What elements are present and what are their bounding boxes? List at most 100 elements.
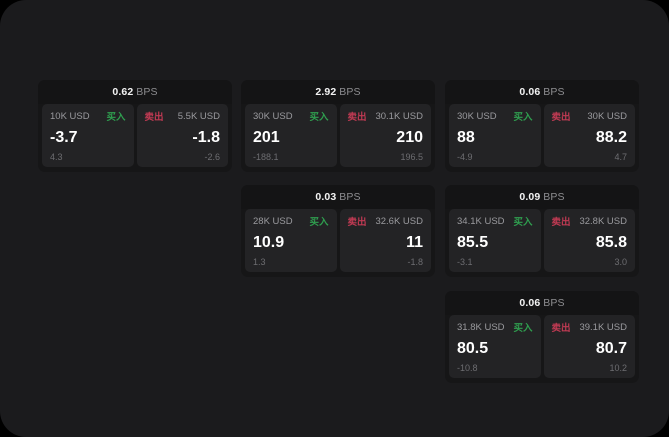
sell-size-label: 30.1K USD [375, 110, 423, 122]
bps-unit: BPS [339, 86, 361, 98]
buy-panel[interactable]: 31.8K USD 买入 80.5 -10.8 [449, 315, 541, 378]
buy-action-label: 买入 [513, 112, 533, 123]
sell-panel[interactable]: 卖出 30K USD 88.2 4.7 [543, 104, 635, 167]
quote-card[interactable]: 0.62 BPS 10K USD 买入 -3.7 4.3 卖出 [38, 80, 232, 172]
buy-price: 10.9 [253, 233, 285, 251]
sell-price: 11 [406, 233, 423, 251]
sell-action-label: 卖出 [144, 112, 164, 123]
sell-price: 88.2 [595, 128, 627, 146]
card-body: 30K USD 买入 201 -188.1 卖出 30.1K USD 210 1… [241, 104, 435, 172]
buy-action-label: 买入 [513, 217, 533, 228]
sell-delta: 4.7 [614, 152, 627, 162]
buy-price: 85.5 [457, 233, 489, 251]
sell-action-label: 卖出 [347, 112, 367, 123]
buy-size-label: 34.1K USD [457, 215, 505, 227]
bps-unit: BPS [543, 86, 565, 98]
card-header: 0.09 BPS [445, 185, 639, 209]
quote-card[interactable]: 0.06 BPS 31.8K USD 买入 80.5 -10.8 卖 [445, 291, 639, 383]
card-header: 0.62 BPS [38, 80, 232, 104]
sell-price: 210 [396, 128, 423, 146]
buy-price: 201 [253, 128, 280, 146]
bps-value: 0.06 [519, 297, 541, 309]
buy-delta: -3.1 [457, 257, 473, 267]
sell-panel-header: 卖出 32.6K USD [347, 215, 424, 229]
sell-panel[interactable]: 卖出 32.6K USD 11 -1.8 [339, 209, 431, 272]
bps-value: 0.09 [519, 191, 541, 203]
buy-panel-header: 34.1K USD 买入 [457, 215, 533, 229]
card-body: 30K USD 买入 88 -4.9 卖出 30K USD 88.2 4.7 [445, 104, 639, 172]
sell-action-label: 卖出 [551, 112, 571, 123]
card-body: 31.8K USD 买入 80.5 -10.8 卖出 39.1K USD 80.… [445, 315, 639, 383]
sell-panel-header: 卖出 32.8K USD [551, 215, 628, 229]
buy-panel[interactable]: 34.1K USD 买入 85.5 -3.1 [449, 209, 541, 272]
buy-action-label: 买入 [513, 323, 533, 334]
sell-panel[interactable]: 卖出 32.8K USD 85.8 3.0 [543, 209, 635, 272]
bps-value: 0.06 [519, 86, 541, 98]
buy-panel[interactable]: 28K USD 买入 10.9 1.3 [245, 209, 337, 272]
buy-panel-header: 30K USD 买入 [457, 110, 533, 124]
buy-price: 88 [457, 128, 475, 146]
quote-card-board: 0.62 BPS 10K USD 买入 -3.7 4.3 卖出 [38, 80, 639, 385]
sell-panel[interactable]: 卖出 5.5K USD -1.8 -2.6 [136, 104, 228, 167]
bps-value: 0.03 [315, 191, 337, 203]
buy-panel-header: 28K USD 买入 [253, 215, 329, 229]
sell-panel-header: 卖出 30K USD [551, 110, 628, 124]
buy-size-label: 31.8K USD [457, 321, 505, 333]
sell-panel[interactable]: 卖出 39.1K USD 80.7 10.2 [543, 315, 635, 378]
quote-card[interactable]: 0.03 BPS 28K USD 买入 10.9 1.3 卖出 [241, 185, 435, 277]
bps-unit: BPS [339, 191, 361, 203]
buy-panel[interactable]: 30K USD 买入 88 -4.9 [449, 104, 541, 167]
buy-size-label: 30K USD [457, 110, 497, 122]
card-body: 34.1K USD 买入 85.5 -3.1 卖出 32.8K USD 85.8… [445, 209, 639, 277]
buy-panel[interactable]: 10K USD 买入 -3.7 4.3 [42, 104, 134, 167]
buy-delta: -10.8 [457, 363, 478, 373]
buy-price: -3.7 [50, 128, 78, 146]
buy-size-label: 30K USD [253, 110, 293, 122]
buy-panel[interactable]: 30K USD 买入 201 -188.1 [245, 104, 337, 167]
buy-price: 80.5 [457, 339, 489, 357]
sell-panel-header: 卖出 30.1K USD [347, 110, 424, 124]
card-header: 0.06 BPS [445, 291, 639, 315]
buy-size-label: 10K USD [50, 110, 90, 122]
sell-delta: 3.0 [614, 257, 627, 267]
sell-delta: 196.5 [400, 152, 423, 162]
card-body: 28K USD 买入 10.9 1.3 卖出 32.6K USD 11 -1.8 [241, 209, 435, 277]
sell-price: 80.7 [595, 339, 627, 357]
card-body: 10K USD 买入 -3.7 4.3 卖出 5.5K USD -1.8 -2.… [38, 104, 232, 172]
sell-size-label: 5.5K USD [177, 110, 220, 122]
sell-size-label: 32.6K USD [375, 215, 423, 227]
buy-delta: -188.1 [253, 152, 279, 162]
buy-action-label: 买入 [309, 217, 329, 228]
buy-delta: 1.3 [253, 257, 266, 267]
sell-delta: -2.6 [204, 152, 220, 162]
bps-value: 0.62 [112, 86, 134, 98]
card-header: 0.06 BPS [445, 80, 639, 104]
sell-size-label: 30K USD [587, 110, 627, 122]
sell-delta: 10.2 [609, 363, 627, 373]
sell-panel[interactable]: 卖出 30.1K USD 210 196.5 [339, 104, 431, 167]
buy-panel-header: 31.8K USD 买入 [457, 321, 533, 335]
sell-price: -1.8 [192, 128, 220, 146]
quote-card[interactable]: 2.92 BPS 30K USD 买入 201 -188.1 卖出 [241, 80, 435, 172]
sell-price: 85.8 [595, 233, 627, 251]
bps-unit: BPS [543, 297, 565, 309]
quote-card[interactable]: 0.06 BPS 30K USD 买入 88 -4.9 卖出 [445, 80, 639, 172]
sell-panel-header: 卖出 39.1K USD [551, 321, 628, 335]
buy-panel-header: 30K USD 买入 [253, 110, 329, 124]
buy-size-label: 28K USD [253, 215, 293, 227]
buy-panel-header: 10K USD 买入 [50, 110, 126, 124]
quote-card[interactable]: 0.09 BPS 34.1K USD 买入 85.5 -3.1 卖出 [445, 185, 639, 277]
sell-action-label: 卖出 [551, 217, 571, 228]
buy-delta: 4.3 [50, 152, 63, 162]
sell-action-label: 卖出 [347, 217, 367, 228]
bps-unit: BPS [136, 86, 158, 98]
sell-size-label: 32.8K USD [579, 215, 627, 227]
bps-value: 2.92 [315, 86, 337, 98]
card-header: 2.92 BPS [241, 80, 435, 104]
sell-size-label: 39.1K USD [579, 321, 627, 333]
buy-action-label: 买入 [309, 112, 329, 123]
sell-panel-header: 卖出 5.5K USD [144, 110, 221, 124]
sell-delta: -1.8 [407, 257, 423, 267]
sell-action-label: 卖出 [551, 323, 571, 334]
